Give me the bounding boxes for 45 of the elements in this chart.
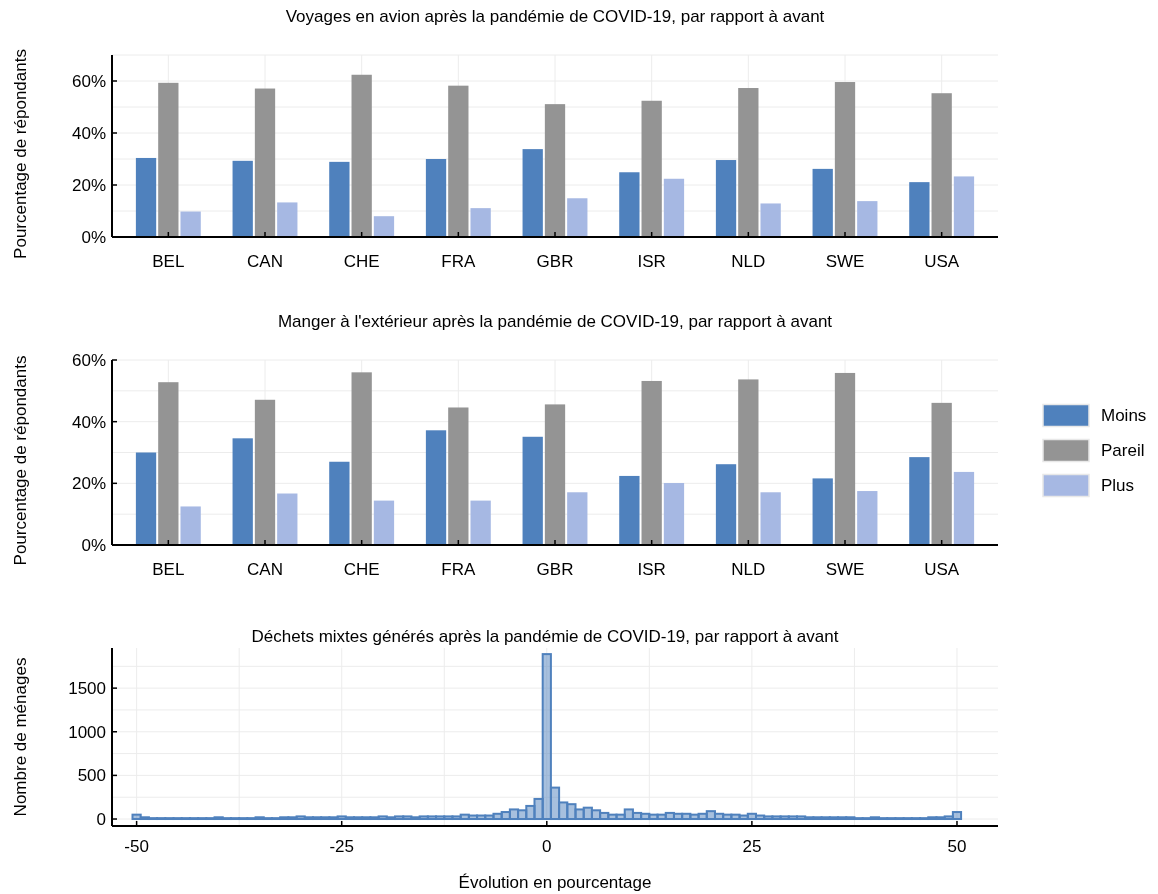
x-tick-label: ISR	[637, 559, 666, 579]
y-tick-label: 40%	[71, 412, 106, 432]
x-tick-label: NLD	[731, 559, 766, 579]
x-tick-label: CHE	[343, 559, 380, 579]
x-tick-label: SWE	[825, 251, 865, 271]
x-tick-label: BEL	[152, 559, 185, 579]
chart-title: Déchets mixtes générés après la pandémie de COVID-19, par rapport à avant	[251, 627, 839, 646]
x-tick-label: 0	[542, 836, 552, 856]
x-tick-label: GBR	[536, 559, 574, 579]
x-tick-label: -25	[329, 836, 354, 856]
x-tick-label: USA	[924, 251, 960, 271]
chart-title: Manger à l'extérieur après la pandémie de COVID-19, par rapport à avant	[277, 312, 833, 331]
x-tick-label: ISR	[637, 251, 666, 271]
y-tick-label: 0%	[81, 227, 106, 247]
y-tick-label: 60%	[71, 71, 106, 91]
x-tick-label: BEL	[152, 251, 185, 271]
y-tick-label: 1500	[68, 679, 106, 699]
x-tick-label: CAN	[247, 559, 283, 579]
y-tick-label: 20%	[71, 175, 106, 195]
y-tick-label: 20%	[71, 474, 106, 494]
x-tick-label: FRA	[441, 251, 476, 271]
x-tick-label: -50	[124, 836, 149, 856]
y-axis-title: Pourcentage de répondants	[11, 355, 30, 566]
x-tick-label: SWE	[825, 559, 865, 579]
y-tick-label: 500	[77, 766, 106, 786]
x-tick-label: GBR	[536, 251, 574, 271]
legend-label: Moins	[1101, 406, 1147, 426]
x-tick-label: USA	[924, 559, 960, 579]
y-axis-title: Nombre de ménages	[11, 657, 30, 817]
chart-title: Voyages en avion après la pandémie de COVID-19, par rapport à avant	[285, 7, 825, 26]
x-axis-title: Évolution en pourcentage	[458, 873, 652, 892]
x-tick-label: FRA	[441, 559, 476, 579]
y-tick-label: 40%	[71, 123, 106, 143]
legend-label: Pareil	[1101, 441, 1145, 461]
x-tick-label: 50	[947, 836, 967, 856]
y-tick-label: 60%	[71, 350, 106, 370]
y-tick-label: 0%	[81, 535, 106, 555]
x-tick-label: 25	[742, 836, 762, 856]
x-tick-label: CHE	[343, 251, 380, 271]
y-tick-label: 1000	[68, 722, 106, 742]
y-tick-label: 0	[96, 809, 106, 829]
x-tick-label: NLD	[731, 251, 766, 271]
y-axis-title: Pourcentage de répondants	[11, 49, 30, 259]
legend-label: Plus	[1101, 476, 1135, 496]
x-tick-label: CAN	[247, 251, 283, 271]
